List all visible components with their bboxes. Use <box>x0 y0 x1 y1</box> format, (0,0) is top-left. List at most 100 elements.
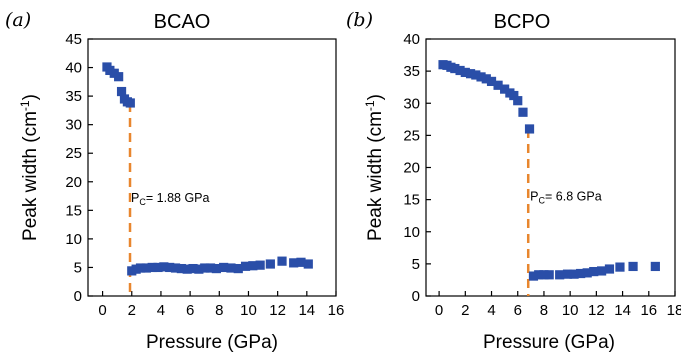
panel-a-data-point <box>289 258 299 268</box>
panel-a-data-point <box>200 263 210 273</box>
panel-a-data-point <box>211 263 221 274</box>
panel-b-x-tick-label: 6 <box>514 302 522 319</box>
panel-b-y-tick-label: 5 <box>412 256 420 273</box>
panel-a-y-tick-label: 25 <box>65 145 82 162</box>
svg-text:Peak width (cm-1): Peak width (cm-1) <box>18 94 41 241</box>
panel-b-data-point <box>476 72 486 82</box>
panel-a-data-point <box>194 264 204 274</box>
panel-b-x-tick-label: 16 <box>640 302 657 319</box>
panel-b-x-tick-label: 10 <box>562 302 579 319</box>
panel-b-data-point <box>650 261 660 272</box>
panel-a-x-tick-label: 0 <box>98 302 106 319</box>
panel-b: (b) BCPO Peak width (cm-1) Pressure (GPa… <box>346 9 681 353</box>
panel-a-y-tick-label: 35 <box>65 88 82 105</box>
panel-a-data-point <box>248 261 258 271</box>
panel-b-data-point <box>562 269 573 279</box>
panel-a-data-point <box>296 257 306 267</box>
panel-a-x-tick-label: 12 <box>269 302 286 319</box>
panel-a-y-axis-label: Peak width (cm-1) <box>18 94 41 241</box>
panel-a-title: BCAO <box>154 11 211 33</box>
panel-a-points <box>102 62 313 276</box>
panel-b-data-point <box>509 90 519 101</box>
panel-b-annotation: PC= 6.8 GPa <box>530 189 602 205</box>
panel-a-data-point <box>277 256 287 266</box>
panel-b-data-point <box>513 96 523 106</box>
panel-b-data-point <box>518 107 528 117</box>
panel-b-points <box>438 60 660 281</box>
panel-b-data-point <box>465 69 476 79</box>
panel-a-data-point <box>219 262 229 273</box>
panel-b-x-tick-label: 8 <box>540 302 548 319</box>
panel-b-data-point <box>569 269 579 279</box>
panel-a-x-tick-label: 10 <box>240 302 257 319</box>
panel-a-y-tick-label: 20 <box>65 174 82 191</box>
panel-b-y-tick-label: 35 <box>403 63 420 80</box>
panel-b-y-tick-label: 30 <box>403 95 420 112</box>
panel-a-x-tick-label: 2 <box>128 302 136 319</box>
panel-b-data-point <box>450 63 460 74</box>
panel-b-data-point <box>597 266 607 276</box>
panel-a-data-point <box>226 263 236 273</box>
panel-b-x-tick-label: 2 <box>461 302 469 319</box>
panel-a-x-tick-label: 14 <box>298 302 315 319</box>
panel-a-data-point <box>116 86 127 97</box>
panel-a-x-tick-label: 6 <box>186 302 194 319</box>
panel-a-data-point <box>153 262 163 273</box>
panel-a-y-tick-label: 40 <box>65 60 82 77</box>
panel-b-data-point <box>460 67 470 78</box>
panel-b-y-tick-label: 0 <box>412 288 420 305</box>
panel-b-data-point <box>486 76 497 87</box>
panel-a-data-point <box>135 263 146 273</box>
panel-a-label: (a) <box>5 9 31 31</box>
panel-a-data-point <box>255 260 265 270</box>
panel-a-data-point <box>303 259 313 269</box>
panel-a-data-point <box>182 264 192 274</box>
panel-a-y-tick-label: 30 <box>65 117 82 134</box>
panel-a-data-point <box>170 263 181 273</box>
panel-b-x-tick-label: 4 <box>487 302 495 319</box>
panel-b-data-point <box>534 270 544 280</box>
panel-b-data-point <box>555 270 565 280</box>
panel-b-data-point <box>615 262 625 272</box>
panel-a-data-point <box>205 263 216 273</box>
panel-a: (a) BCAO Peak width (cm-1) Pressure (GPa… <box>5 9 344 353</box>
panel-a-y-tick-label: 45 <box>65 31 82 48</box>
panel-a-data-point <box>114 72 124 82</box>
panel-b-data-point <box>539 270 549 280</box>
svg-text:Peak width (cm-1): Peak width (cm-1) <box>363 94 386 241</box>
panel-b-data-point <box>500 84 510 94</box>
panel-a-y-tick-label: 5 <box>74 259 82 276</box>
panel-a-data-point <box>125 98 135 108</box>
panel-a-x-tick-label: 4 <box>157 302 165 319</box>
panel-a-x-tick-label: 16 <box>328 302 345 319</box>
panel-b-data-point <box>481 74 491 84</box>
panel-a-plot-frame <box>87 38 337 297</box>
panel-a-data-point <box>233 263 243 274</box>
panel-a-data-point <box>265 259 275 269</box>
panel-b-ticks: 0 2 4 6 8 10 12 14 16 18 0 5 10 15 20 25 30 35 40 <box>403 31 681 319</box>
panel-a-ticks: 0 2 4 6 8 10 12 14 16 0 5 10 15 20 25 30 35 40 45 <box>65 31 344 319</box>
panel-b-data-point <box>528 271 539 281</box>
panel-b-y-tick-label: 10 <box>403 224 420 241</box>
panel-a-data-point <box>176 263 186 274</box>
panel-a-data-point <box>165 262 175 273</box>
panel-b-data-point <box>604 264 615 274</box>
panel-b-y-tick-label: 25 <box>403 127 420 144</box>
panel-b-data-point <box>589 266 599 277</box>
panel-b-data-point <box>455 65 465 76</box>
panel-b-y-axis-label: Peak width (cm-1) <box>363 94 386 241</box>
panel-b-x-tick-label: 18 <box>667 302 681 319</box>
panel-b-x-tick-label: 0 <box>435 302 443 319</box>
panel-a-x-axis-label: Pressure (GPa) <box>146 332 278 353</box>
panel-b-plot-frame <box>425 38 676 297</box>
panel-b-title: BCPO <box>494 11 551 33</box>
panel-a-data-point <box>147 262 157 273</box>
panel-a-data-point <box>188 263 198 274</box>
panel-b-label: (b) <box>346 9 373 31</box>
panel-b-data-point <box>582 268 592 278</box>
panel-a-data-point <box>240 261 251 271</box>
panel-b-x-axis-label: Pressure (GPa) <box>483 332 615 353</box>
panel-a-y-tick-label: 0 <box>74 288 82 305</box>
panel-a-y-tick-label: 10 <box>65 231 82 248</box>
